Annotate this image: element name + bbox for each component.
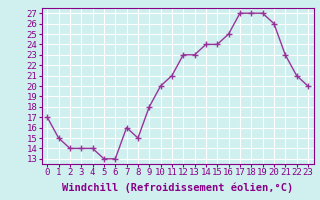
X-axis label: Windchill (Refroidissement éolien,°C): Windchill (Refroidissement éolien,°C) — [62, 183, 293, 193]
